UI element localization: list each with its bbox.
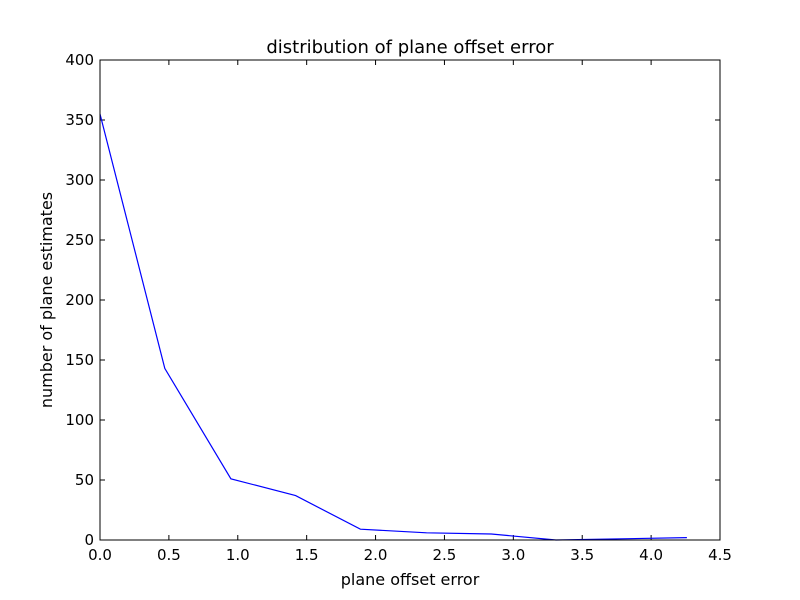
chart-title: distribution of plane offset error xyxy=(266,37,554,58)
y-tick-label: 250 xyxy=(65,231,94,249)
x-tick-label: 2.5 xyxy=(433,546,457,564)
series-line xyxy=(99,113,687,541)
x-tick-label: 3.5 xyxy=(570,546,594,564)
x-tick-label: 0.5 xyxy=(157,546,181,564)
y-tick-label: 50 xyxy=(75,471,94,489)
x-tick-label: 4.0 xyxy=(639,546,663,564)
y-tick-label: 300 xyxy=(65,171,94,189)
x-tick-label: 4.5 xyxy=(708,546,732,564)
x-tick-label: 1.0 xyxy=(226,546,250,564)
plot-frame xyxy=(99,59,721,541)
y-tick-label: 200 xyxy=(65,291,94,309)
y-tick-label: 350 xyxy=(65,111,94,129)
ticks-layer: 0.0 0.5 1.0 1.5 2.0 2.5 3.0 3.5 4.0 4.5 0 50 100 150 2… xyxy=(65,51,732,564)
y-tick-label: 150 xyxy=(65,351,94,369)
x-tick-label: 2.0 xyxy=(364,546,388,564)
y-tick-label: 0 xyxy=(84,531,94,549)
y-axis-label: number of plane estimates xyxy=(37,192,56,408)
y-tick-label: 100 xyxy=(65,411,94,429)
y-tick-label: 400 xyxy=(65,51,94,69)
x-tick-label: 0.0 xyxy=(88,546,112,564)
x-tick-label: 3.0 xyxy=(501,546,525,564)
x-tick-label: 1.5 xyxy=(295,546,319,564)
series-layer xyxy=(99,113,687,541)
x-axis-label: plane offset error xyxy=(341,570,480,589)
